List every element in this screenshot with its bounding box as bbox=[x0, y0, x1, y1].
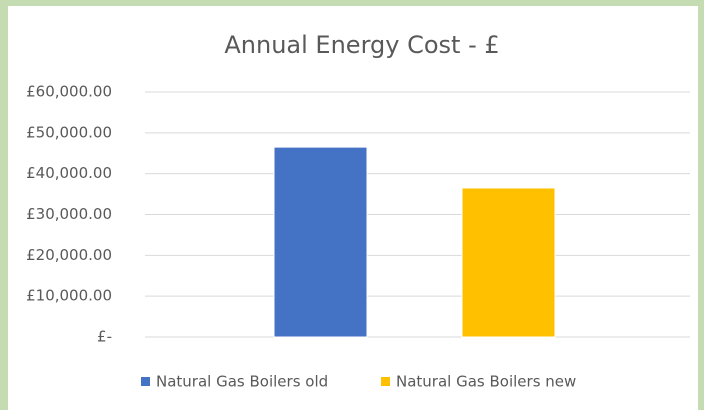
legend-swatch bbox=[381, 377, 390, 386]
bar bbox=[461, 187, 556, 338]
y-tick-label: £10,000.00 bbox=[26, 287, 112, 305]
chart-title: Annual Energy Cost - £ bbox=[224, 31, 499, 59]
y-tick-label: £30,000.00 bbox=[26, 205, 112, 223]
y-tick-label: £40,000.00 bbox=[26, 164, 112, 182]
y-tick-label: £- bbox=[97, 328, 112, 346]
legend-label: Natural Gas Boilers new bbox=[396, 373, 576, 391]
y-tick-label: £50,000.00 bbox=[26, 123, 112, 141]
bar bbox=[273, 146, 368, 338]
legend-swatch bbox=[141, 377, 150, 386]
legend-label: Natural Gas Boilers old bbox=[156, 373, 328, 391]
y-tick-label: £20,000.00 bbox=[26, 246, 112, 264]
y-tick-label: £60,000.00 bbox=[26, 83, 112, 101]
